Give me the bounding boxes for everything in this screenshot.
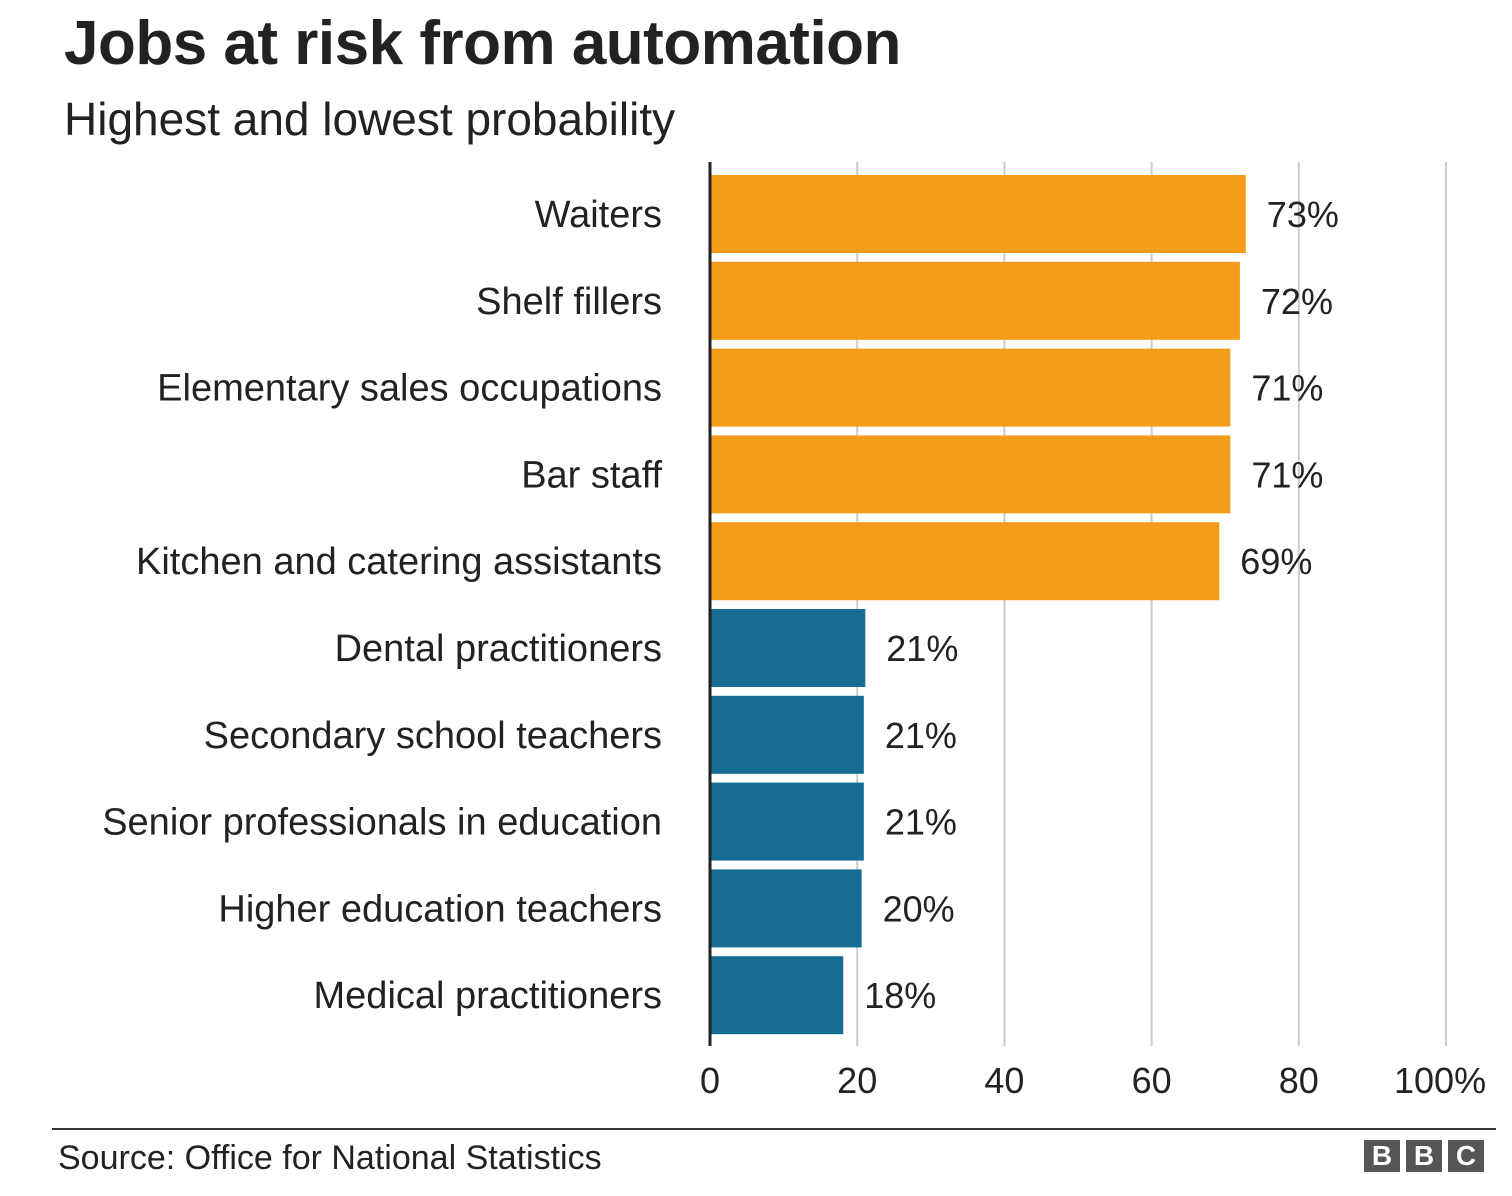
chart-title: Jobs at risk from automation — [64, 9, 901, 78]
value-label: 71% — [1251, 454, 1323, 495]
value-label: 20% — [883, 888, 955, 929]
x-axis-ticks: 0 20 40 60 80 100% — [700, 1060, 1486, 1101]
bar — [710, 435, 1231, 514]
chart-subtitle: Highest and lowest probability — [64, 93, 676, 145]
x-tick-label: 60 — [1132, 1060, 1172, 1101]
bar — [710, 175, 1246, 253]
category-label: Shelf fillers — [476, 281, 662, 323]
category-label: Dental practitioners — [335, 628, 662, 670]
value-label: 73% — [1267, 194, 1339, 235]
x-tick-label: 80 — [1279, 1060, 1319, 1101]
bar — [710, 869, 862, 948]
value-label: 72% — [1261, 281, 1333, 322]
source-note: Source: Office for National Statistics — [58, 1139, 602, 1177]
bar-chart: Waiters Shelf fillers Elementary sales occ… — [102, 162, 1486, 1101]
value-labels: 73% 72% 71% 71% 69% 21% 21% 21% 20% 18% — [864, 194, 1339, 1016]
bar — [710, 522, 1220, 601]
value-label: 69% — [1240, 541, 1312, 582]
x-tick-label: 0 — [700, 1060, 720, 1101]
category-label: Waiters — [535, 194, 662, 236]
logo-letter-b1: B — [1364, 1140, 1400, 1172]
value-label: 71% — [1251, 368, 1323, 409]
category-label: Medical practitioners — [314, 975, 662, 1017]
bar — [710, 956, 844, 1035]
category-label: Kitchen and catering assistants — [136, 541, 662, 583]
value-label: 18% — [864, 975, 936, 1016]
bbc-logo: B B C — [1364, 1140, 1484, 1172]
x-tick-label: 40 — [984, 1060, 1024, 1101]
bar — [710, 609, 866, 687]
x-tick-label: 100% — [1394, 1060, 1486, 1101]
category-label: Bar staff — [521, 454, 662, 496]
bar — [710, 348, 1231, 427]
value-label: 21% — [886, 628, 958, 669]
bar — [710, 782, 864, 861]
bar — [710, 261, 1240, 340]
x-tick-label: 20 — [837, 1060, 877, 1101]
category-label: Senior professionals in education — [102, 802, 662, 844]
bar — [710, 695, 864, 774]
category-label: Higher education teachers — [218, 888, 662, 930]
category-label: Secondary school teachers — [204, 715, 662, 757]
category-label: Elementary sales occupations — [157, 368, 662, 410]
logo-letter-c: C — [1448, 1140, 1484, 1172]
category-labels: Waiters Shelf fillers Elementary sales occ… — [102, 194, 662, 1017]
footer-divider — [52, 1128, 1496, 1130]
logo-letter-b2: B — [1406, 1140, 1442, 1172]
value-label: 21% — [885, 802, 957, 843]
bars — [710, 175, 1246, 1035]
value-label: 21% — [885, 715, 957, 756]
